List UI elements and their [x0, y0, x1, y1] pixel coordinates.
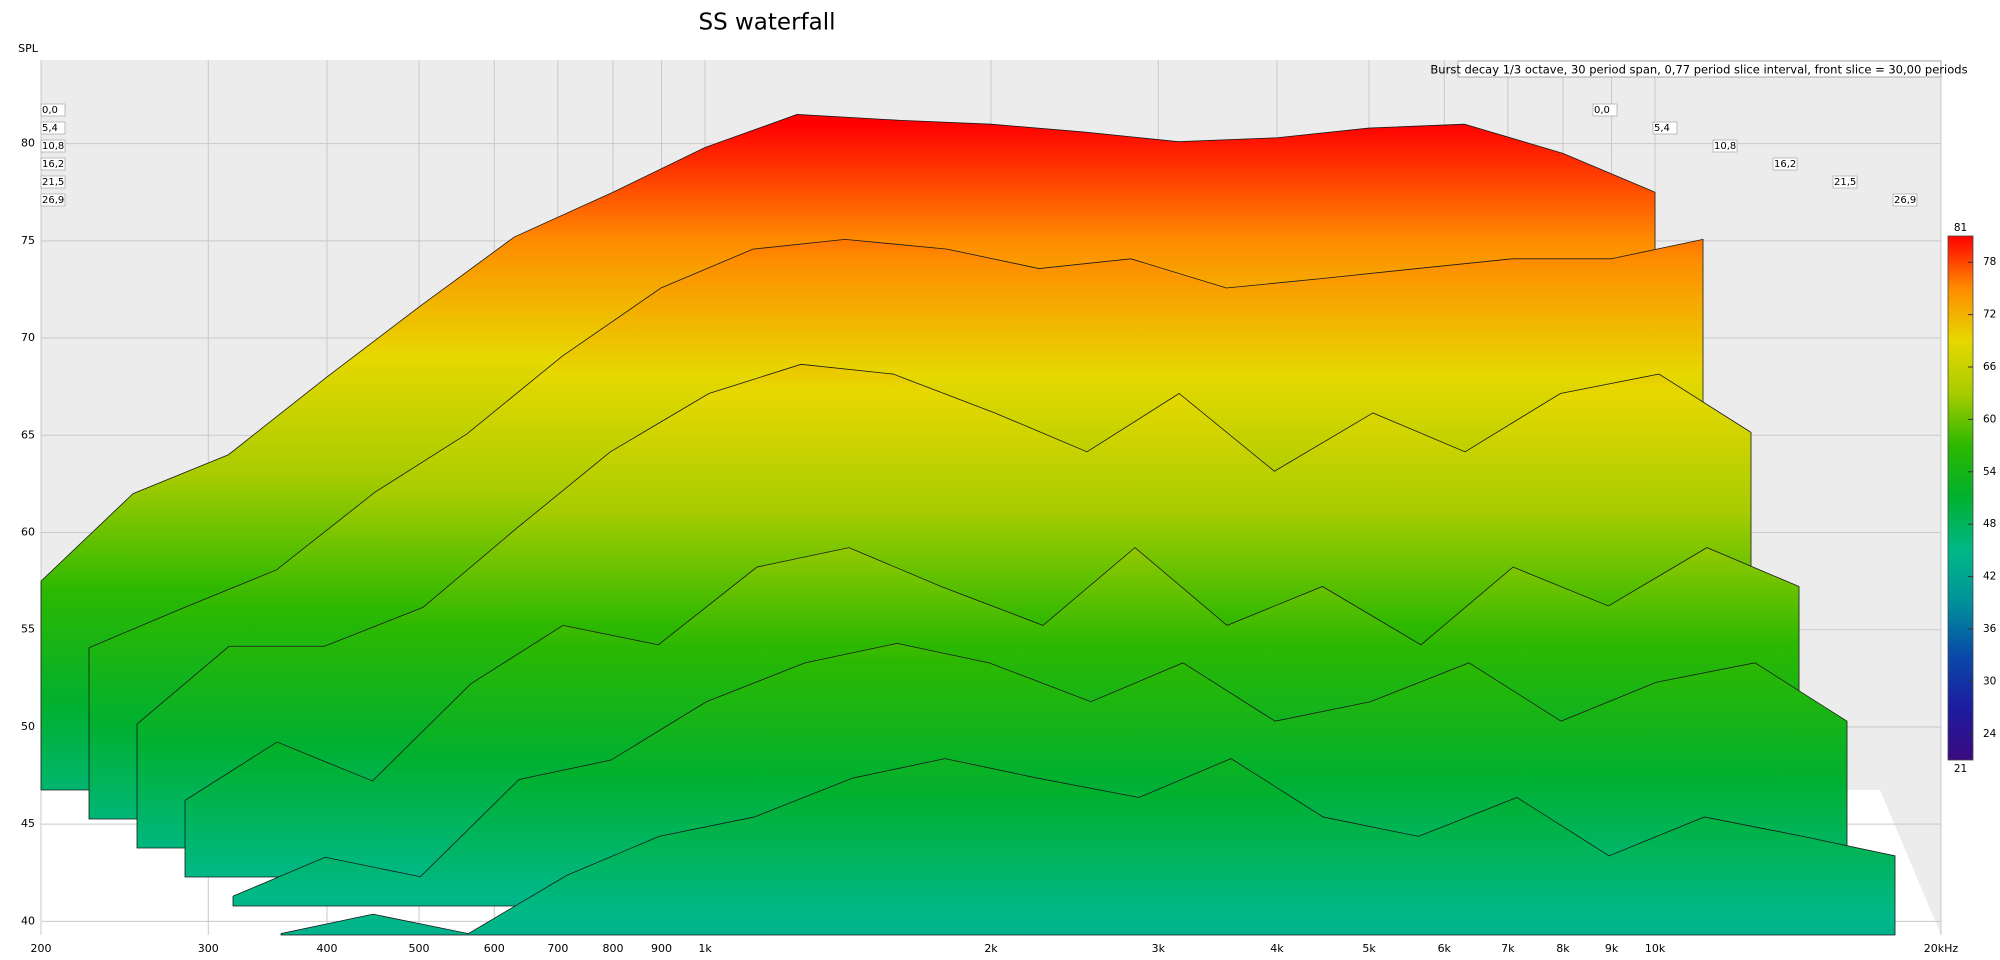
x-tick-label: 2k: [984, 942, 998, 955]
slice-label-left: 26,9: [42, 195, 64, 206]
slice-label-box: [1772, 157, 1798, 171]
colorbar-label: 78: [1983, 256, 1996, 268]
y-tick-label: 50: [21, 720, 35, 733]
x-tick-label: 600: [484, 942, 505, 955]
y-axis-label: SPL: [18, 42, 39, 55]
colorbar-label: 36: [1983, 623, 1997, 635]
slice-label-left: 5,4: [42, 123, 58, 134]
slice-label-right: 21,5: [1834, 177, 1856, 188]
slice: [280, 758, 1896, 936]
x-tick-label: 900: [651, 942, 672, 955]
y-tick-label: 40: [21, 914, 35, 927]
y-tick-label: 80: [21, 137, 35, 150]
colorbar-label: 30: [1983, 675, 1996, 687]
x-tick-label: 4k: [1270, 942, 1284, 955]
slice-label-right: 0,0: [1594, 105, 1610, 116]
slice-label-box: [1712, 139, 1738, 153]
colorbar-label: 72: [1983, 309, 1996, 321]
slice-label-box: [40, 175, 66, 189]
slice-label-box: [1832, 175, 1858, 189]
y-tick-label: 65: [21, 428, 35, 441]
slice-label-box: [40, 103, 66, 117]
x-tick-label: 10k: [1645, 942, 1666, 955]
x-tick-label: 9k: [1605, 942, 1619, 955]
colorbar-label: 21: [1954, 763, 1967, 775]
x-tick-label: 5k: [1362, 942, 1376, 955]
slice-label-box: [40, 193, 66, 207]
slice-label-right: 26,9: [1894, 195, 1916, 206]
colorbar-label: 60: [1983, 413, 1996, 425]
slice-label-left: 10,8: [42, 141, 64, 152]
colorbar-label: 48: [1983, 518, 1996, 530]
x-tick-label: 800: [602, 942, 623, 955]
x-tick-label: 700: [547, 942, 568, 955]
x-tick-label: 3k: [1152, 942, 1166, 955]
y-tick-label: 45: [21, 817, 35, 830]
annotation: Burst decay 1/3 octave, 30 period span, …: [1430, 63, 1967, 77]
y-tick-label: 60: [21, 526, 35, 539]
slice-label-box: [1892, 193, 1918, 207]
slice-label-box: [40, 121, 66, 135]
colorbar-label: 42: [1983, 571, 1996, 583]
x-tick-label: 500: [409, 942, 430, 955]
colorbar-label: 24: [1983, 728, 1997, 740]
annotation-box: [1457, 60, 1942, 78]
slice-label-right: 5,4: [1654, 123, 1670, 134]
x-tick-label: 20kHz: [1924, 942, 1959, 955]
x-tick-label: 200: [31, 942, 52, 955]
colorbar-label: 81: [1954, 222, 1967, 234]
slice-label-box: [1592, 103, 1618, 117]
slice-label-box: [40, 139, 66, 153]
colorbar: [1947, 235, 1974, 761]
slice-label-box: [1652, 121, 1678, 135]
y-tick-label: 55: [21, 623, 35, 636]
slice-label-box: [40, 157, 66, 171]
slice-label-right: 10,8: [1714, 141, 1736, 152]
x-tick-label: 300: [198, 942, 219, 955]
x-tick-label: 7k: [1501, 942, 1515, 955]
chart-title: SS waterfall: [698, 10, 835, 36]
x-tick-label: 400: [316, 942, 337, 955]
x-tick-label: 6k: [1438, 942, 1452, 955]
slice-label-left: 0,0: [42, 105, 58, 116]
slice-label-right: 16,2: [1774, 159, 1796, 170]
slice-label-left: 16,2: [42, 159, 64, 170]
y-tick-label: 70: [21, 331, 35, 344]
y-tick-label: 75: [21, 234, 35, 247]
x-tick-label: 8k: [1556, 942, 1570, 955]
colorbar-label: 66: [1983, 361, 1997, 373]
colorbar-label: 54: [1983, 466, 1997, 478]
x-tick-label: 1k: [698, 942, 712, 955]
slice-label-left: 21,5: [42, 177, 64, 188]
